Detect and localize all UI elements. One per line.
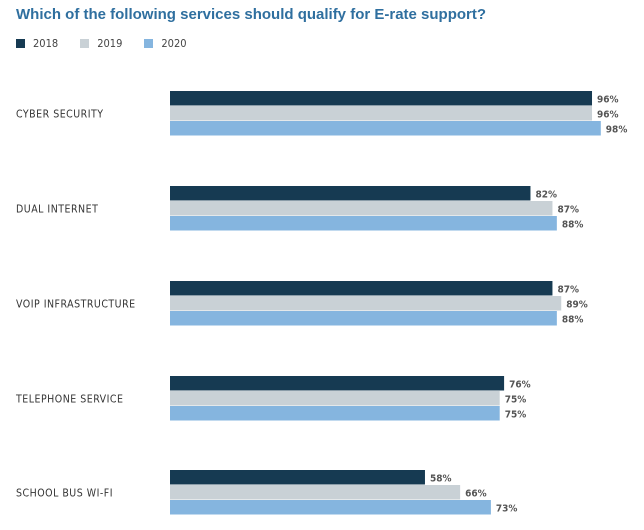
bar <box>170 201 553 216</box>
data-label: 89% <box>566 300 588 311</box>
data-label: 73% <box>496 504 518 515</box>
category-label: VOIP INFRASTRUCTURE <box>16 299 136 311</box>
bar <box>170 186 531 201</box>
data-label: 98% <box>606 125 628 136</box>
data-label: 88% <box>562 220 584 231</box>
data-label: 58% <box>430 474 452 485</box>
bar <box>170 500 491 515</box>
legend-swatch <box>16 39 25 48</box>
bar <box>170 296 562 311</box>
category-label: SCHOOL BUS WI-FI <box>16 488 113 500</box>
bar <box>170 216 557 231</box>
legend-item: 2019 <box>80 37 122 50</box>
data-label: 82% <box>535 190 557 201</box>
bar <box>170 311 557 326</box>
data-label: 75% <box>505 410 527 421</box>
legend-item: 2020 <box>144 37 187 50</box>
data-label: 88% <box>562 315 584 326</box>
bar <box>170 91 593 106</box>
data-label: 96% <box>597 110 619 121</box>
data-label: 96% <box>597 95 619 106</box>
bar <box>170 106 593 121</box>
category-label: TELEPHONE SERVICE <box>15 394 124 406</box>
bar <box>170 406 500 421</box>
bar <box>170 470 425 485</box>
legend-item: 2018 <box>16 37 58 50</box>
bar <box>170 376 505 391</box>
category-label: CYBER SECURITY <box>16 109 104 121</box>
legend-label: 2018 <box>33 37 59 50</box>
data-label: 87% <box>557 205 579 216</box>
bar <box>170 281 553 296</box>
data-label: 66% <box>465 489 487 500</box>
data-label: 76% <box>509 380 531 391</box>
legend: 2018 2019 2020 <box>16 37 187 50</box>
bar <box>170 121 601 136</box>
bar <box>170 391 500 406</box>
legend-swatch <box>144 39 154 48</box>
data-label: 87% <box>557 285 579 296</box>
legend-label: 2020 <box>161 37 187 50</box>
category-label: DUAL INTERNET <box>16 204 98 216</box>
bar <box>170 485 461 500</box>
legend-swatch <box>80 39 90 48</box>
chart-title: Which of the following services should q… <box>16 6 487 23</box>
data-label: 75% <box>505 395 527 406</box>
legend-label: 2019 <box>97 37 123 50</box>
